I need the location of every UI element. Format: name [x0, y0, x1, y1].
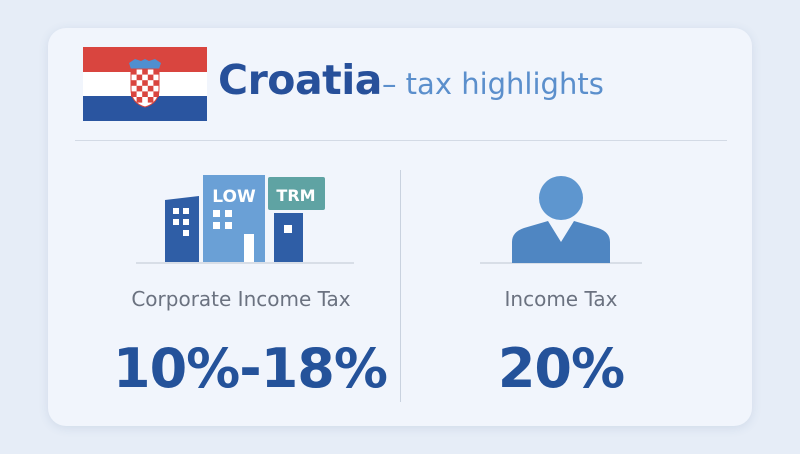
croatia-flag-icon — [83, 47, 207, 121]
title-subtitle: – tax highlights — [381, 67, 604, 101]
office-buildings-icon: LOW TRM — [136, 175, 354, 264]
column-divider — [400, 170, 401, 402]
income-tax-value: 20% — [497, 337, 625, 400]
low-badge: LOW — [212, 187, 256, 207]
country-name: Croatia — [218, 56, 382, 104]
page-title: Croatia– tax highlights — [218, 56, 604, 104]
header-divider — [75, 140, 727, 141]
income-tax-label: Income Tax — [504, 287, 618, 311]
trm-badge: TRM — [276, 186, 315, 205]
corporate-income-tax-label: Corporate Income Tax — [131, 287, 351, 311]
person-icon — [480, 176, 642, 264]
corporate-income-tax-value: 10%-18% — [113, 337, 388, 400]
